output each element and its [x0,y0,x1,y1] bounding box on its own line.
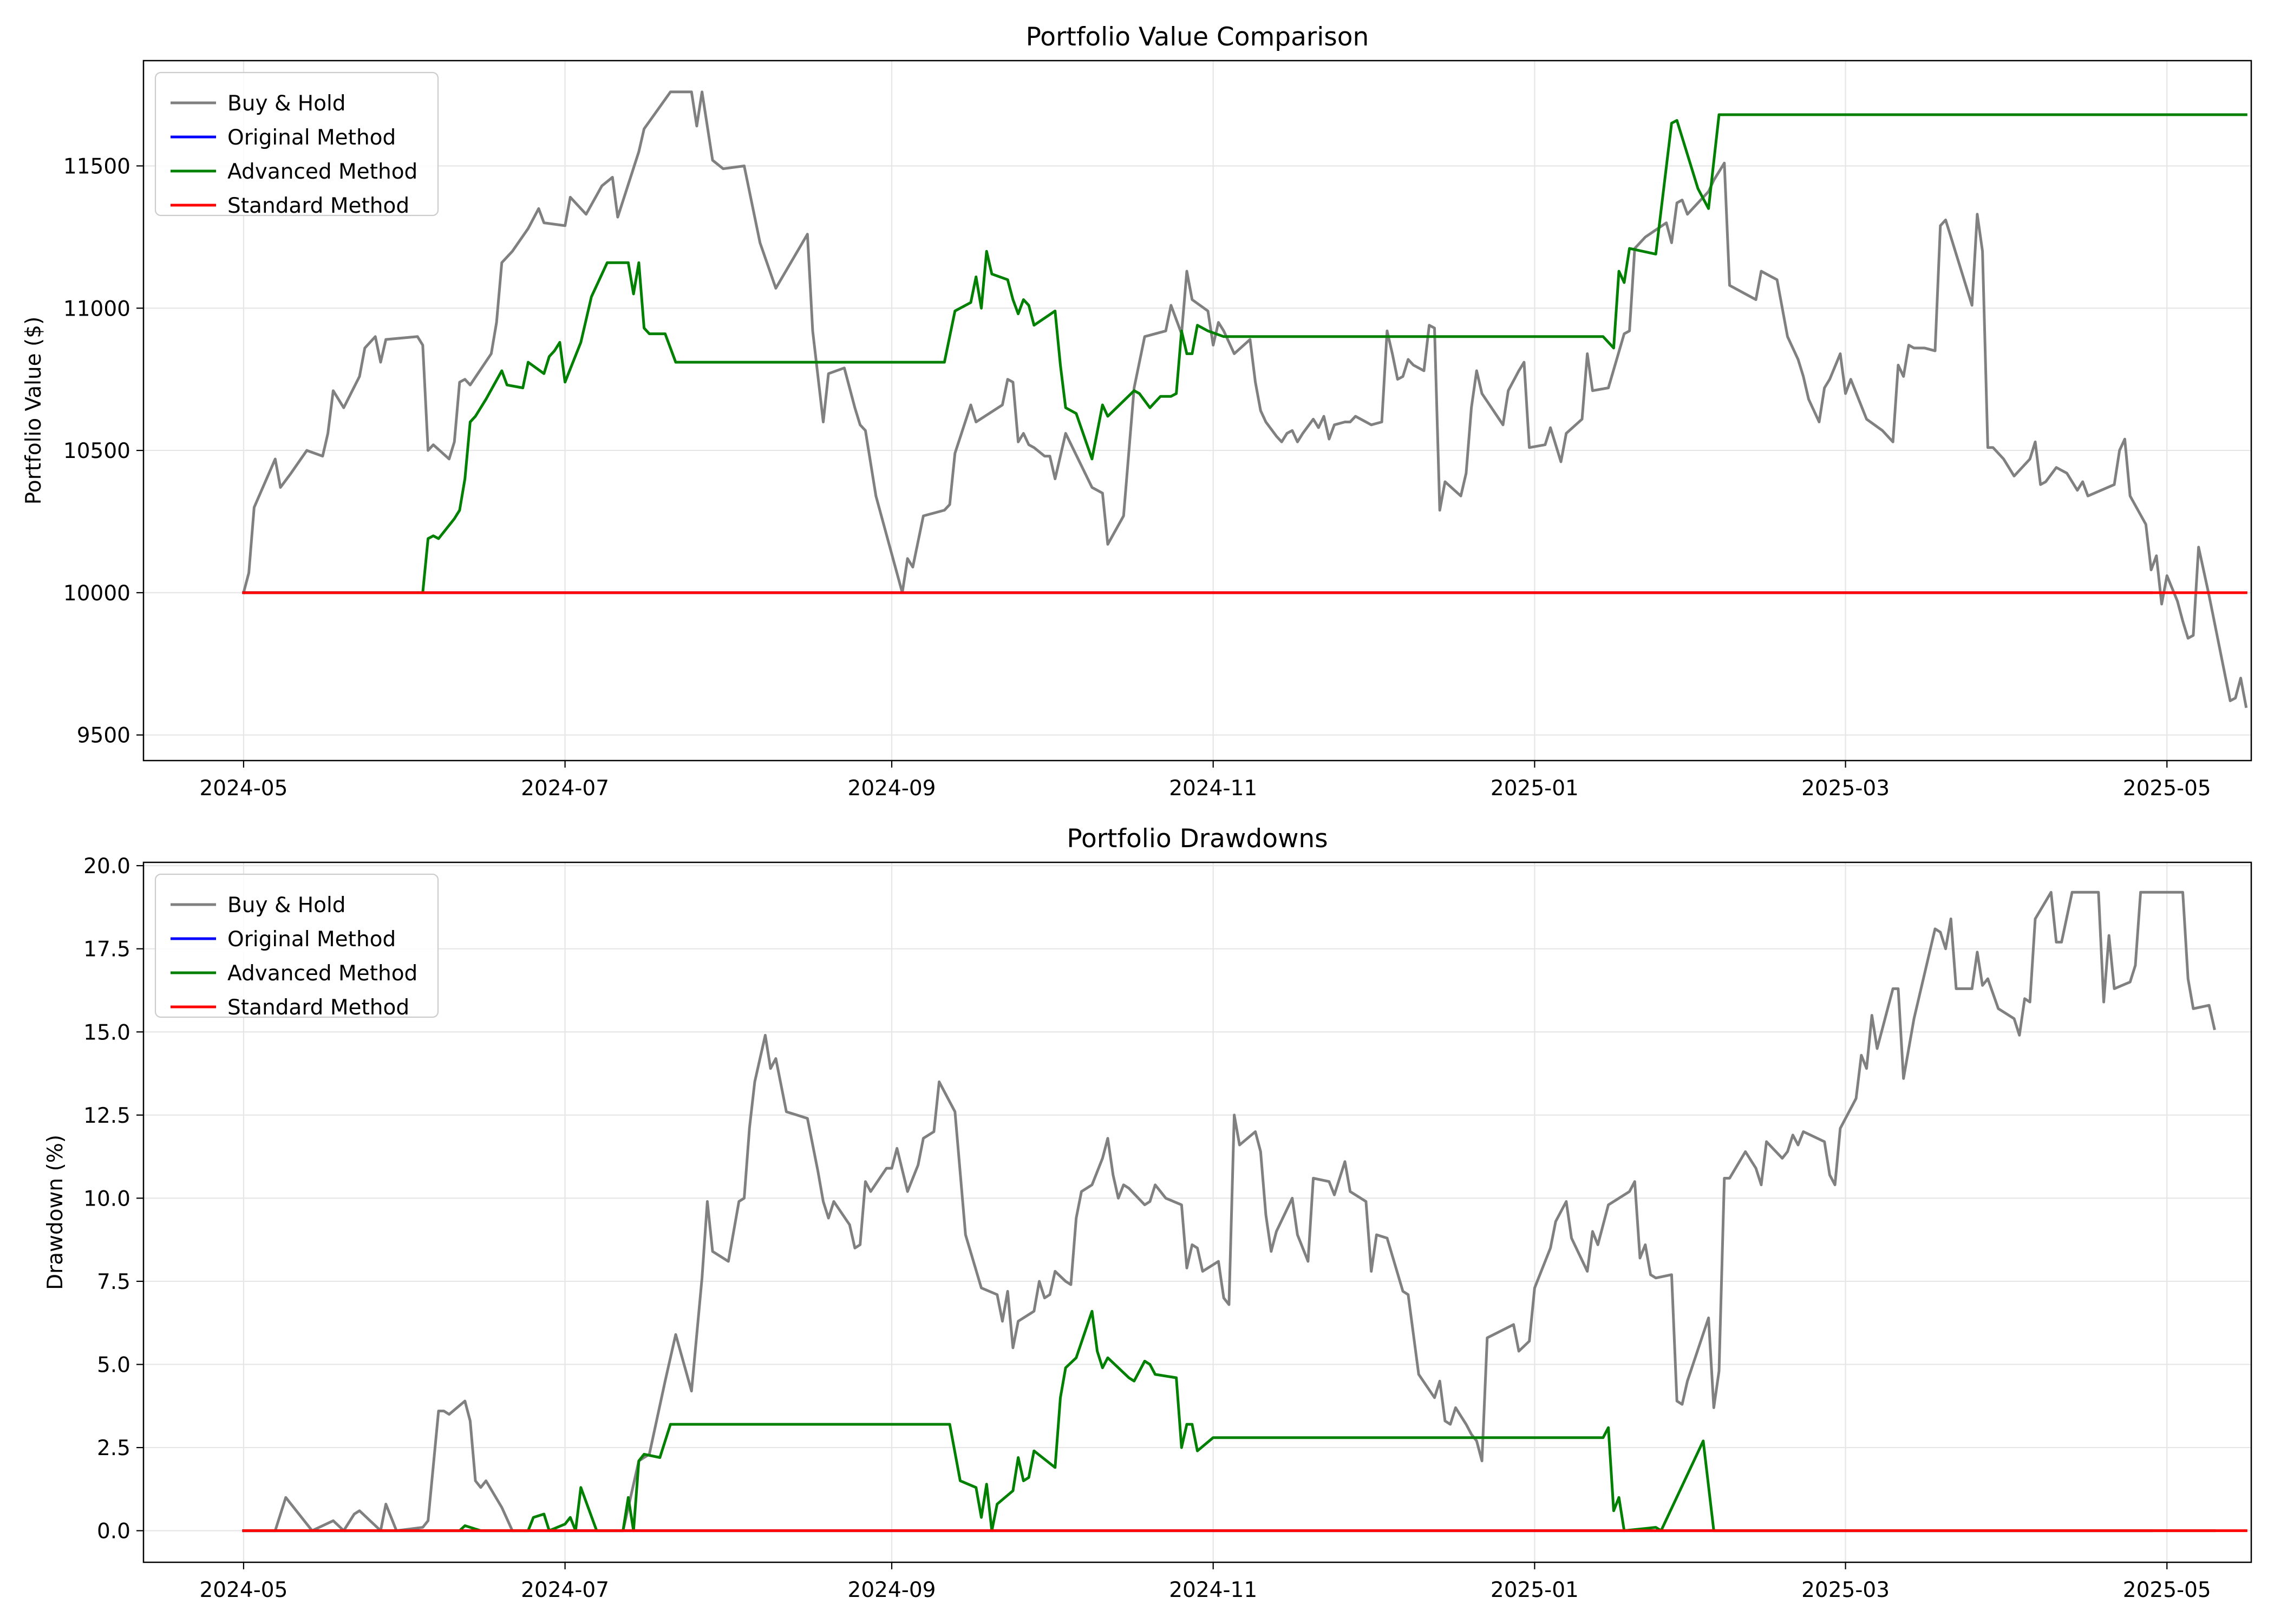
series-line-advanced-method [242,113,2247,594]
y-tick-label: 2.5 [97,1436,130,1461]
x-tick-label: 2024-11 [1169,1578,1257,1602]
chart-title: Portfolio Value Comparison [1026,22,1369,52]
legend-label: Standard Method [227,194,409,218]
x-tick-label: 2024-11 [1169,776,1257,801]
legend-box [154,873,439,1018]
legend: Buy & Hold Original Method Advanced Method… [154,873,439,1020]
x-tick-label: 2024-07 [521,776,609,801]
y-tick-label: 9500 [77,724,130,748]
y-tick-label: 5.0 [97,1353,130,1378]
x-tick-label: 2025-05 [2123,776,2211,801]
x-tick-label: 2024-05 [199,776,287,801]
series-line-buy-hold [242,890,2216,1533]
legend-label: Buy & Hold [227,91,346,116]
x-tick-label: 2024-05 [199,1578,287,1602]
x-tick-label: 2024-07 [521,1578,609,1602]
x-tick-label: 2025-03 [1801,776,1890,801]
y-tick-label: 11500 [63,154,130,179]
y-tick-label: 0.0 [97,1520,130,1544]
x-tick-label: 2025-01 [1491,776,1579,801]
y-tick-label: 10000 [63,581,130,606]
y-tick-label: 17.5 [83,938,130,962]
series-line-buy-hold [241,90,2248,709]
x-tick-label: 2025-03 [1801,1578,1890,1602]
legend-label: Advanced Method [227,961,417,986]
y-tick-label: 12.5 [83,1104,130,1128]
chart-title: Portfolio Drawdowns [1067,824,1328,854]
x-tick-label: 2025-05 [2123,1578,2211,1602]
y-tick-label: 15.0 [83,1020,130,1045]
y-tick-label: 10500 [63,439,130,463]
x-tick-label: 2024-09 [848,776,936,801]
legend-box [154,71,439,217]
legend-label: Advanced Method [227,160,417,184]
legend-label: Original Method [227,126,396,150]
legend-label: Original Method [227,927,396,952]
y-axis-label: Drawdown (%) [43,1135,68,1290]
legend: Buy & Hold Original Method Advanced Method… [154,71,439,218]
axes-frame [142,60,2252,762]
y-tick-label: 7.5 [97,1270,130,1294]
y-tick-label: 11000 [63,297,130,321]
legend-label: Buy & Hold [227,893,346,918]
portfolio-value-panel: 9500 10000 10500 11000 11500 2024-05 2024-07 20… [22,22,2252,801]
x-tick-label: 2024-09 [848,1578,936,1602]
portfolio-drawdowns-panel: 0.0 2.5 5.0 7.5 10.0 12.5 15.0 17.5 20.0 2024-05 2… [43,824,2252,1602]
y-tick-label: 10.0 [83,1187,130,1211]
x-tick-label: 2025-01 [1491,1578,1579,1602]
y-tick-label: 20.0 [83,854,130,879]
legend-label: Standard Method [227,996,409,1020]
axes-frame [142,861,2252,1563]
y-axis-label: Portfolio Value ($) [22,317,46,505]
